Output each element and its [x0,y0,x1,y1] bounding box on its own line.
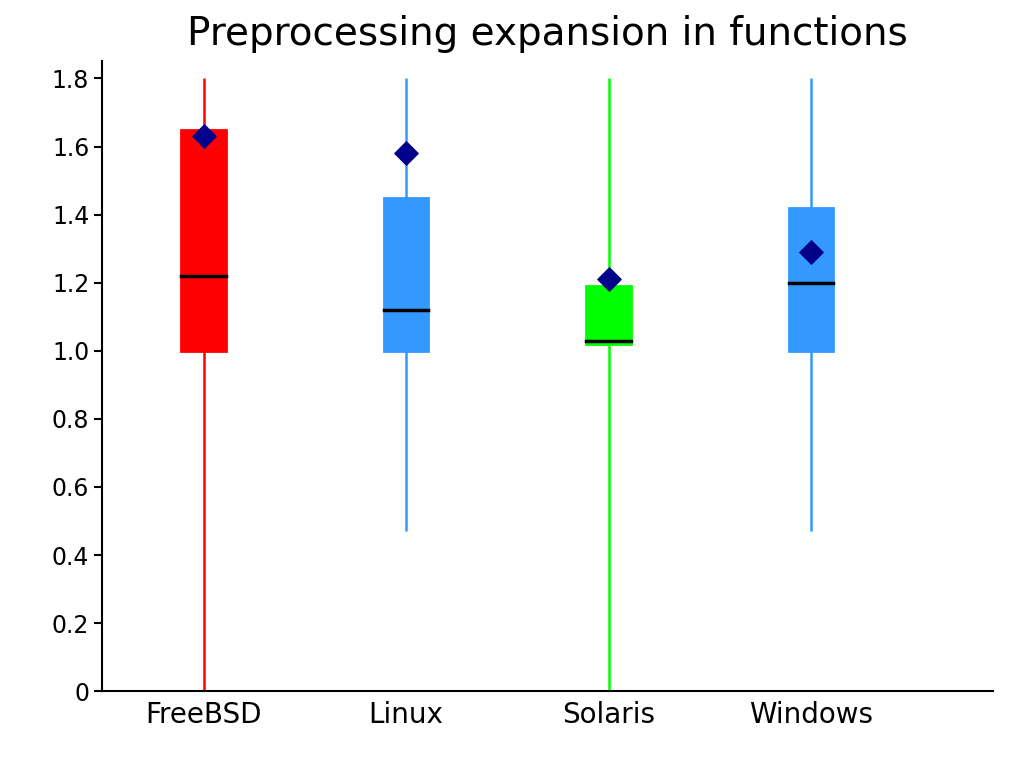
Point [600,273,616,286]
Bar [181,130,226,351]
Bar [788,208,834,351]
Title: Preprocessing expansion in functions: Preprocessing expansion in functions [187,15,908,53]
Point [196,131,212,143]
Point [398,147,415,160]
Bar [587,286,631,344]
Bar [384,197,428,351]
Point [803,246,819,258]
